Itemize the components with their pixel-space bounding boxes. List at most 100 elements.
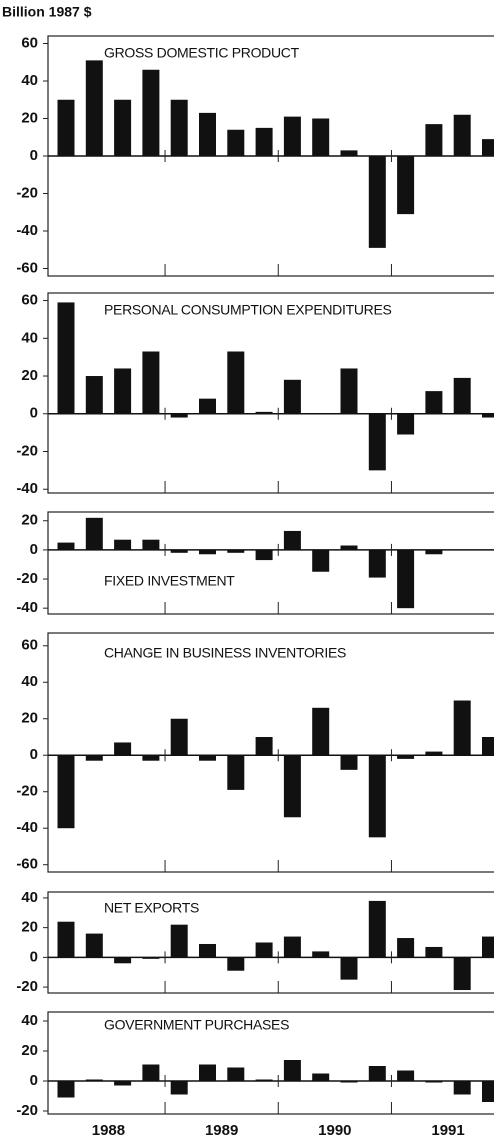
y-tick-label: -20 (16, 184, 38, 201)
bar (397, 156, 415, 215)
bar (340, 368, 358, 414)
y-tick-label: 0 (30, 405, 38, 422)
bar (397, 1070, 415, 1081)
bar (142, 957, 160, 959)
y-tick-label: -20 (16, 442, 38, 459)
bar (368, 549, 386, 578)
bar (255, 127, 273, 156)
bar (340, 1081, 358, 1083)
bar (227, 957, 245, 971)
y-tick-label: -60 (16, 856, 38, 873)
bar (199, 112, 216, 156)
bar (482, 139, 494, 156)
bar (368, 1066, 386, 1081)
bar (227, 351, 245, 414)
bar (57, 99, 75, 156)
bar (368, 413, 386, 471)
bar (142, 351, 160, 414)
y-tick-label: -60 (16, 259, 38, 276)
bar (57, 302, 75, 414)
y-tick-label: -40 (16, 819, 38, 836)
y-tick-label: 40 (21, 72, 38, 89)
bar (283, 1060, 301, 1081)
bar (368, 755, 386, 838)
y-tick-label: 20 (21, 512, 38, 529)
bar (170, 718, 188, 756)
bar (142, 69, 160, 156)
bar (283, 379, 301, 414)
bar (255, 549, 273, 561)
bar (397, 413, 415, 435)
bar (57, 921, 75, 958)
bar (85, 933, 103, 958)
bar (170, 413, 188, 418)
y-tick-label: 20 (21, 367, 38, 384)
bar (368, 900, 386, 958)
y-tick-label: -40 (16, 222, 38, 239)
bar (114, 539, 132, 550)
bar (227, 549, 245, 553)
bar (425, 124, 443, 156)
bar (482, 1081, 494, 1102)
bar (199, 943, 216, 958)
y-tick-label: 20 (21, 919, 38, 936)
y-tick-label: -20 (16, 783, 38, 800)
y-tick-label: -20 (16, 1102, 38, 1119)
bar (227, 755, 245, 790)
bar (114, 1081, 132, 1086)
panel-frame (47, 632, 494, 873)
bar (312, 951, 330, 958)
bar (283, 755, 301, 818)
bar (340, 150, 358, 156)
bar (425, 946, 443, 958)
bar (312, 549, 330, 572)
panel-frame (47, 292, 494, 494)
bar (340, 545, 358, 550)
bar (453, 114, 471, 156)
bar (482, 936, 494, 958)
y-tick-label: 0 (30, 147, 38, 164)
bar (283, 116, 301, 156)
bar (170, 99, 188, 156)
bar (312, 118, 330, 156)
y-tick-label: -40 (16, 599, 38, 616)
bar (312, 707, 330, 756)
bar (199, 398, 216, 414)
bar (368, 156, 386, 248)
y-tick-label: -20 (16, 570, 38, 587)
bar (85, 1079, 103, 1081)
panel-title: GROSS DOMESTIC PRODUCT (104, 45, 300, 61)
panel-title: PERSONAL CONSUMPTION EXPENDITURES (104, 302, 392, 318)
y-tick-label: -40 (16, 480, 38, 497)
y-tick-label: 0 (30, 1072, 38, 1089)
x-year-label: 1989 (205, 1122, 238, 1139)
bar (453, 700, 471, 756)
bar (425, 751, 443, 756)
y-tick-label: 20 (21, 109, 38, 126)
panel-frame (47, 891, 494, 994)
panel-title: NET EXPORTS (104, 900, 199, 916)
y-tick-label: 40 (21, 329, 38, 346)
bar (283, 936, 301, 958)
bar (57, 1081, 75, 1098)
bar (255, 411, 273, 414)
bar (453, 1081, 471, 1095)
bar (453, 957, 471, 991)
bar (397, 755, 415, 759)
panel-title: GOVERNMENT PURCHASES (104, 1017, 289, 1033)
bar (57, 755, 75, 829)
bar (170, 924, 188, 958)
bar (114, 99, 132, 156)
y-tick-label: -20 (16, 978, 38, 995)
panel-title: FIXED INVESTMENT (104, 573, 235, 589)
bar (397, 549, 415, 609)
unit-label: Billion 1987 $ (2, 4, 92, 20)
y-tick-label: 0 (30, 746, 38, 763)
bar (227, 1067, 245, 1081)
bar (340, 755, 358, 770)
bar (425, 1081, 443, 1083)
bar (142, 1064, 160, 1081)
panel-frame (47, 1011, 494, 1115)
panel-frame (47, 511, 494, 615)
